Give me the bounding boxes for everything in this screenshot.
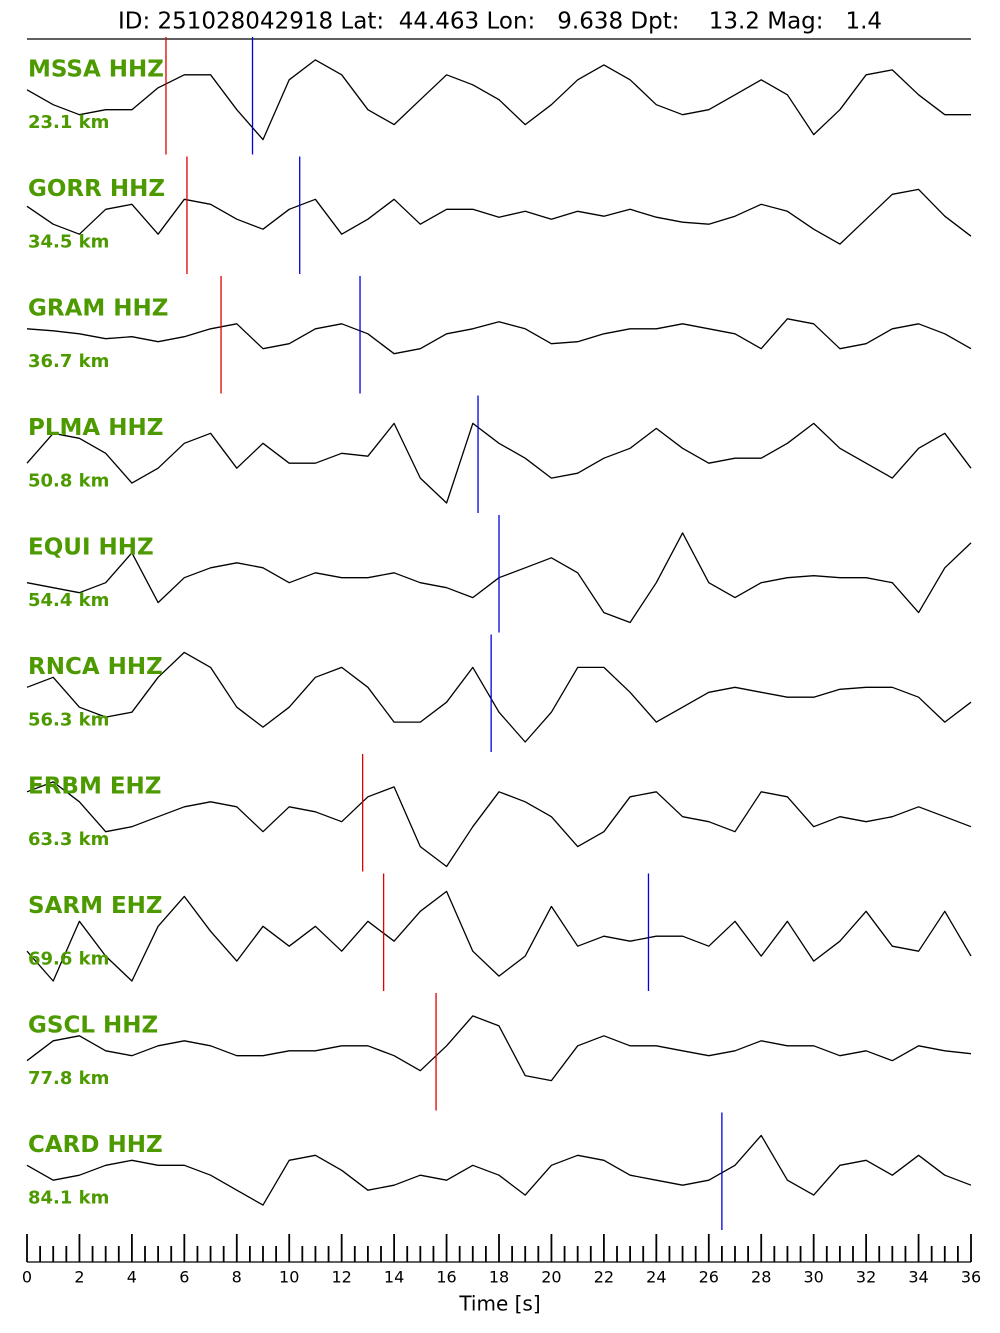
x-tick-label: 18: [489, 1268, 509, 1287]
x-tick-label: 26: [699, 1268, 719, 1287]
x-tick-label: 2: [74, 1268, 84, 1287]
waveform: [26, 1015, 972, 1082]
x-tick-label: 4: [127, 1268, 137, 1287]
x-tick-label: 34: [908, 1268, 928, 1287]
x-tick-label: 36: [961, 1268, 981, 1287]
station-name: PLMA HHZ: [28, 415, 163, 441]
x-tick-label: 32: [856, 1268, 876, 1287]
x-tick-label: 14: [384, 1268, 404, 1287]
station-distance: 69.6 km: [28, 948, 109, 969]
station-name: SARM EHZ: [28, 893, 163, 919]
station-distance: 34.5 km: [28, 231, 109, 252]
station-distance: 84.1 km: [28, 1187, 109, 1208]
x-tick-label: 6: [179, 1268, 189, 1287]
waveform: [26, 188, 972, 245]
waveform: [26, 422, 972, 504]
chart-title: ID: 251028042918 Lat: 44.463 Lon: 9.638 …: [118, 9, 882, 35]
x-tick-label: 20: [541, 1268, 561, 1287]
x-tick-label: 22: [594, 1268, 614, 1287]
x-tick-label: 16: [436, 1268, 456, 1287]
waveform: [26, 1134, 972, 1206]
waveform: [26, 651, 972, 743]
x-tick-label: 0: [22, 1268, 32, 1287]
station-distance: 36.7 km: [28, 351, 109, 372]
station-name: MSSA HHZ: [28, 56, 164, 82]
waveform: [26, 59, 971, 141]
station-distance: 54.4 km: [28, 590, 109, 611]
station-distance: 56.3 km: [28, 709, 109, 730]
station-distance: 63.3 km: [28, 829, 109, 850]
x-tick-label: 30: [803, 1268, 823, 1287]
waveform: [26, 781, 972, 868]
x-tick-label: 8: [232, 1268, 242, 1287]
station-name: EQUI HHZ: [28, 534, 154, 560]
x-tick-label: 24: [646, 1268, 666, 1287]
x-axis-label: Time [s]: [458, 1292, 540, 1316]
waveform: [26, 318, 972, 355]
waveform: [26, 890, 972, 982]
station-name: RNCA HHZ: [28, 654, 163, 680]
station-name: ERBM EHZ: [28, 773, 162, 799]
station-name: GORR HHZ: [28, 176, 165, 202]
station-name: CARD HHZ: [28, 1132, 163, 1158]
station-distance: 50.8 km: [28, 470, 109, 491]
station-distance: 77.8 km: [28, 1068, 109, 1089]
station-name: GRAM HHZ: [28, 295, 168, 321]
x-tick-label: 28: [751, 1268, 771, 1287]
station-distance: 23.1 km: [28, 112, 109, 133]
x-tick-label: 10: [279, 1268, 299, 1287]
station-name: GSCL HHZ: [28, 1012, 158, 1038]
x-tick-label: 12: [331, 1268, 351, 1287]
